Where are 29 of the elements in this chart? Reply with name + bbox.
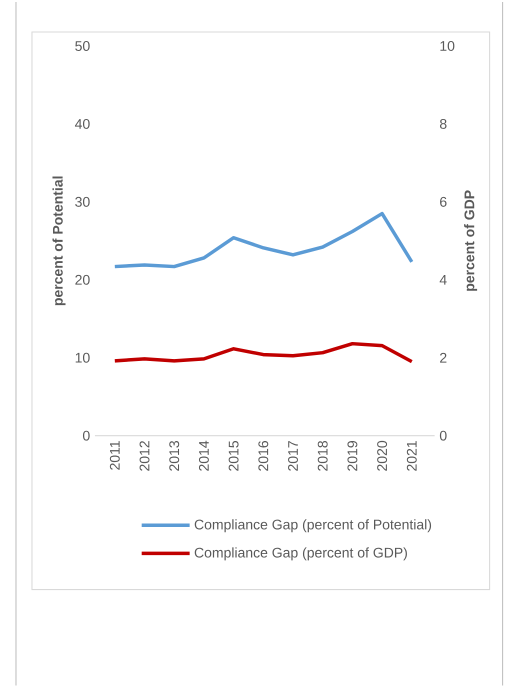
y2-tick-label: 4: [440, 274, 447, 285]
x-tick-label: 2011: [110, 441, 120, 470]
x-tick-label: 2012: [140, 441, 150, 471]
y-tick-label: 10: [76, 352, 90, 363]
x-tick-label: 2017: [288, 441, 298, 471]
y-tick-label: 0: [83, 430, 90, 441]
x-tick-label: 2018: [318, 440, 328, 471]
y2-tick-label: 2: [440, 352, 447, 363]
y-tick-label: 40: [75, 118, 90, 129]
y-tick-label: 30: [75, 196, 90, 207]
x-tick-label: 2016: [258, 440, 268, 471]
x-tick-label: 2021: [407, 441, 417, 471]
line-series: [113, 212, 414, 268]
y2-tick-label: 0: [440, 430, 447, 441]
x-tick-label: 2019: [348, 441, 358, 471]
y-tick-label: 20: [76, 274, 90, 285]
y-tick-label: 50: [75, 41, 90, 51]
y2-axis-title: percent of GDP: [464, 190, 478, 291]
y2-tick-label: 10: [440, 41, 455, 51]
line-series: [113, 342, 414, 364]
y2-tick-label: 8: [440, 118, 447, 129]
legend-label: Compliance Gap (percent of Potential): [194, 519, 432, 532]
legend-label: Compliance Gap (percent of GDP): [194, 547, 408, 560]
x-tick-label: 2020: [377, 440, 388, 471]
x-tick-label: 2015: [228, 440, 239, 471]
x-tick-label: 2013: [169, 440, 180, 471]
y-axis-title: percent of Potential: [52, 176, 66, 306]
x-tick-label: 2014: [199, 440, 210, 471]
y2-tick-label: 6: [440, 196, 447, 207]
